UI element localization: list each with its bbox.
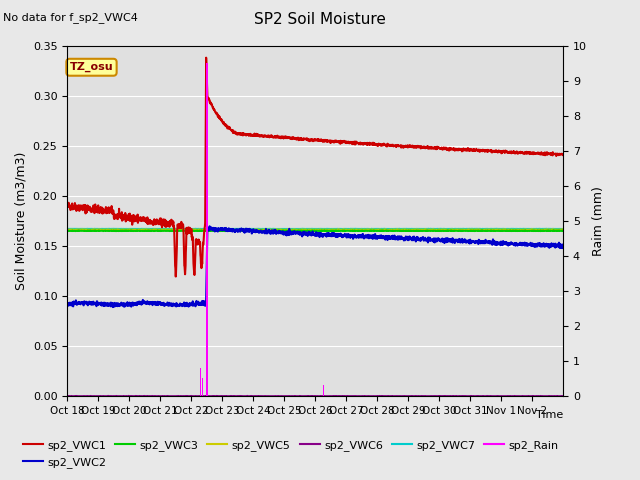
Text: No data for f_sp2_VWC4: No data for f_sp2_VWC4 bbox=[3, 12, 138, 23]
Text: SP2 Soil Moisture: SP2 Soil Moisture bbox=[254, 12, 386, 27]
Legend: sp2_VWC1, sp2_VWC2, sp2_VWC3, sp2_VWC5, sp2_VWC6, sp2_VWC7, sp2_Rain: sp2_VWC1, sp2_VWC2, sp2_VWC3, sp2_VWC5, … bbox=[19, 436, 563, 472]
Text: TZ_osu: TZ_osu bbox=[70, 62, 113, 72]
Text: Time: Time bbox=[536, 410, 563, 420]
Y-axis label: Soil Moisture (m3/m3): Soil Moisture (m3/m3) bbox=[14, 152, 27, 290]
Y-axis label: Raim (mm): Raim (mm) bbox=[593, 186, 605, 256]
